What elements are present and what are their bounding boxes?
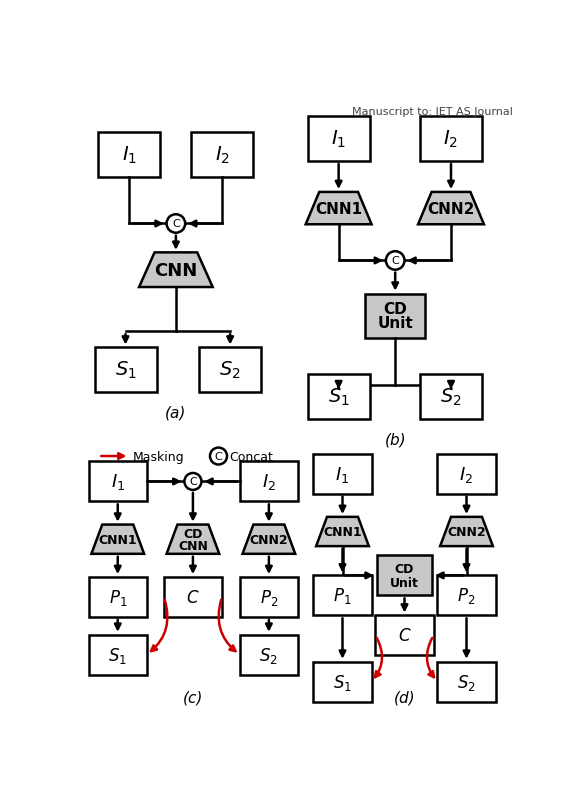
FancyBboxPatch shape [89, 577, 147, 617]
Circle shape [210, 448, 227, 465]
FancyBboxPatch shape [192, 133, 254, 178]
Text: $S_2$: $S_2$ [440, 387, 462, 408]
FancyBboxPatch shape [376, 616, 434, 655]
Text: CD: CD [395, 562, 414, 575]
FancyBboxPatch shape [437, 576, 495, 616]
Polygon shape [440, 517, 493, 547]
Polygon shape [242, 525, 295, 554]
FancyBboxPatch shape [240, 577, 298, 617]
Polygon shape [91, 525, 144, 554]
Text: $I_2$: $I_2$ [215, 144, 230, 165]
Text: (a): (a) [165, 406, 186, 420]
Text: CNN1: CNN1 [323, 526, 362, 539]
Polygon shape [306, 193, 372, 225]
Text: CNN2: CNN2 [428, 201, 475, 217]
FancyBboxPatch shape [99, 133, 160, 178]
FancyBboxPatch shape [377, 556, 433, 595]
Text: CD: CD [383, 302, 407, 317]
Circle shape [185, 474, 201, 491]
FancyBboxPatch shape [314, 576, 372, 616]
Text: $P_1$: $P_1$ [108, 587, 127, 607]
Text: CNN2: CNN2 [250, 533, 288, 546]
Text: $C$: $C$ [398, 627, 412, 645]
FancyBboxPatch shape [365, 294, 425, 339]
Text: Manuscript to: IET AS Journal: Manuscript to: IET AS Journal [352, 106, 513, 117]
FancyBboxPatch shape [164, 577, 222, 617]
Text: C: C [172, 219, 180, 230]
Text: Concat: Concat [229, 450, 273, 463]
Polygon shape [316, 517, 369, 547]
FancyBboxPatch shape [314, 662, 372, 702]
FancyBboxPatch shape [420, 118, 482, 162]
FancyBboxPatch shape [437, 662, 495, 702]
FancyBboxPatch shape [240, 461, 298, 502]
Text: $P_2$: $P_2$ [457, 586, 475, 606]
FancyBboxPatch shape [437, 454, 495, 494]
Text: CNN: CNN [178, 539, 208, 552]
Text: C: C [215, 452, 222, 461]
Text: $S_1$: $S_1$ [108, 645, 127, 665]
Text: $I_2$: $I_2$ [262, 472, 276, 491]
Text: $I_2$: $I_2$ [443, 129, 458, 150]
Text: $I_1$: $I_1$ [335, 464, 349, 484]
FancyBboxPatch shape [89, 635, 147, 675]
Text: $I_1$: $I_1$ [122, 144, 137, 165]
Text: $I_2$: $I_2$ [459, 464, 474, 484]
Text: (c): (c) [183, 689, 203, 705]
FancyBboxPatch shape [420, 375, 482, 419]
FancyBboxPatch shape [89, 461, 147, 502]
FancyBboxPatch shape [308, 118, 369, 162]
Text: (b): (b) [384, 432, 406, 447]
Text: $S_2$: $S_2$ [259, 645, 278, 665]
Text: $I_1$: $I_1$ [331, 129, 346, 150]
Text: $P_2$: $P_2$ [260, 587, 278, 607]
Text: CNN: CNN [154, 261, 197, 279]
Text: CNN1: CNN1 [315, 201, 362, 217]
Text: Unit: Unit [390, 576, 419, 589]
Text: $S_1$: $S_1$ [328, 387, 349, 408]
Text: C: C [189, 477, 197, 487]
Text: CD: CD [183, 527, 202, 540]
Text: Masking: Masking [133, 450, 185, 463]
Text: $I_1$: $I_1$ [111, 472, 125, 491]
Polygon shape [166, 525, 219, 554]
FancyBboxPatch shape [240, 635, 298, 675]
FancyBboxPatch shape [95, 348, 157, 393]
Text: (d): (d) [394, 689, 416, 705]
Circle shape [386, 252, 405, 270]
Text: $S_2$: $S_2$ [457, 672, 476, 692]
Text: $S_2$: $S_2$ [219, 360, 241, 381]
Text: $P_1$: $P_1$ [333, 586, 352, 606]
Polygon shape [139, 253, 213, 288]
Text: CNN2: CNN2 [447, 526, 486, 539]
FancyBboxPatch shape [314, 454, 372, 494]
Circle shape [166, 215, 185, 234]
Polygon shape [418, 193, 484, 225]
FancyBboxPatch shape [308, 375, 369, 419]
Text: $S_1$: $S_1$ [333, 672, 352, 692]
Text: $C$: $C$ [186, 588, 200, 606]
FancyBboxPatch shape [199, 348, 261, 393]
Text: C: C [392, 256, 399, 266]
Text: Unit: Unit [377, 316, 413, 331]
Text: $S_1$: $S_1$ [115, 360, 136, 381]
Text: CNN1: CNN1 [99, 533, 137, 546]
